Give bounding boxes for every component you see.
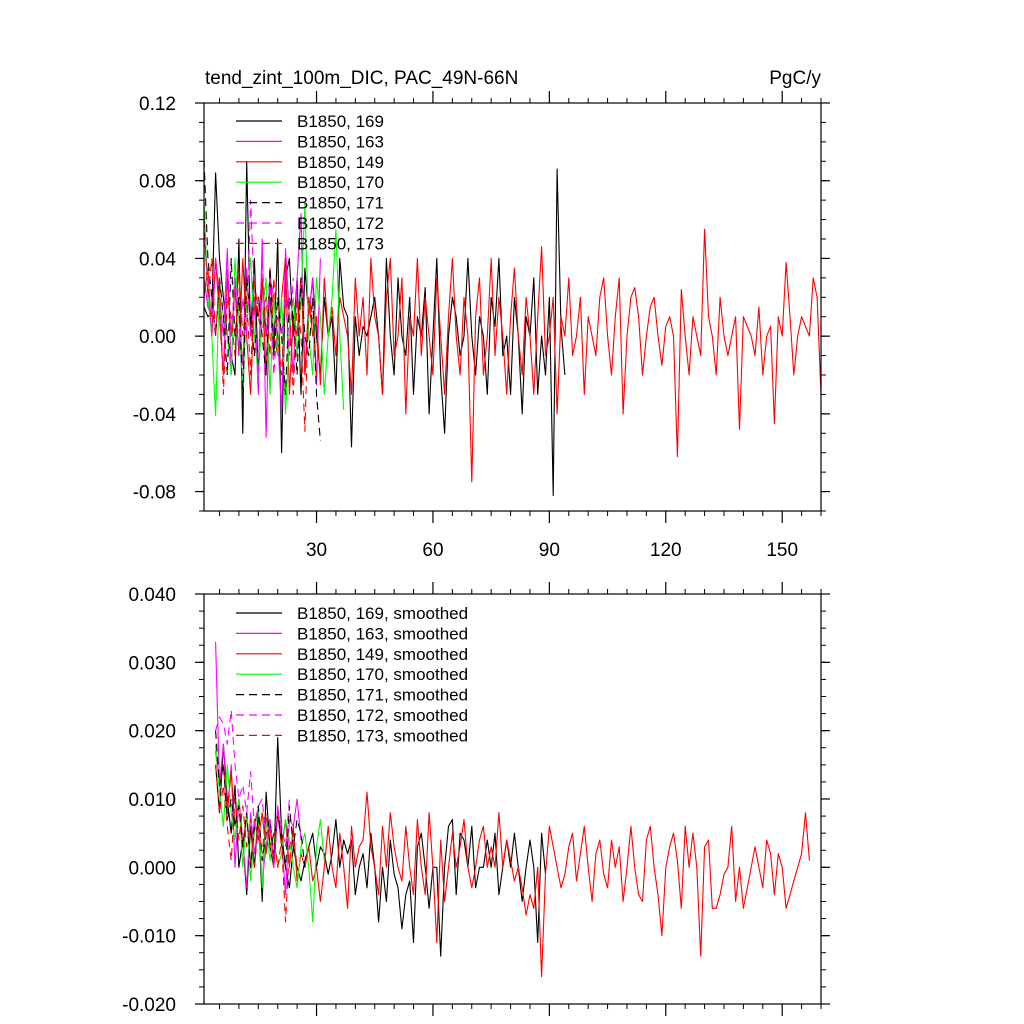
legend-label: B1850, 171 [297, 194, 384, 213]
legend-label: B1850, 173, smoothed [297, 726, 468, 745]
legend-label: B1850, 170, smoothed [297, 665, 468, 684]
x-tick-label: 150 [766, 540, 798, 561]
y-tick-label: 0.030 [128, 653, 176, 674]
y-tick-label: 0.04 [139, 249, 176, 270]
x-tick-label: 120 [650, 540, 682, 561]
series-line-b1850-163 [204, 213, 321, 438]
y-tick-label: -0.010 [122, 927, 176, 948]
units-label: PgC/y [769, 68, 821, 89]
legend-label: B1850, 169, smoothed [297, 604, 468, 623]
chart-title: tend_zint_100m_DIC, PAC_49N-66N [205, 68, 518, 89]
series-line-b1850-170 [204, 200, 345, 417]
legend-label: B1850, 149 [297, 153, 384, 172]
series-line-b1850-172 [204, 199, 294, 376]
y-tick-label: 0.08 [139, 172, 176, 193]
series-line-b1850-170-smoothed [215, 744, 325, 923]
y-tick-label: 0.12 [139, 94, 176, 115]
legend-label: B1850, 163 [297, 132, 384, 151]
legend-label: B1850, 149, smoothed [297, 645, 468, 664]
series-line-b1850-171-smoothed [215, 730, 306, 868]
legend-label: B1850, 169 [297, 112, 384, 131]
plot-frame [203, 102, 822, 512]
x-tick-label: 30 [306, 540, 327, 561]
y-tick-label: 0.040 [128, 585, 176, 606]
y-tick-label: 0.000 [128, 858, 176, 879]
y-tick-label: 0.00 [139, 327, 176, 348]
x-tick-label: 60 [422, 540, 443, 561]
legend-label: B1850, 171, smoothed [297, 686, 468, 705]
series-line-b1850-149 [204, 228, 821, 483]
legend-label: B1850, 173 [297, 234, 384, 253]
series-line-b1850-169 [204, 160, 566, 497]
x-tick-label: 90 [539, 540, 560, 561]
legend-label: B1850, 163, smoothed [297, 624, 468, 643]
legend-label: B1850, 172 [297, 214, 384, 233]
y-tick-label: -0.020 [122, 995, 176, 1016]
y-tick-label: 0.010 [128, 790, 176, 811]
series-line-b1850-173 [204, 219, 318, 432]
y-tick-label: -0.04 [133, 405, 177, 426]
bottom-chart-panel: 0.040 0.030 0.020 0.010 0.000 -0.010 -0.020 B1… [122, 582, 830, 1016]
series-line-b1850-173-smoothed [215, 764, 298, 923]
series-line-b1850-172-smoothed [215, 709, 290, 868]
legend-label: B1850, 170 [297, 173, 384, 192]
y-tick-label: 0.020 [128, 722, 176, 743]
series-line-b1850-169-smoothed [215, 736, 547, 957]
top-chart-panel: tend_zint_100m_DIC, PAC_49N-66N PgC/y 0.… [133, 68, 830, 561]
y-tick-label: -0.08 [133, 483, 176, 504]
legend-label: B1850, 172, smoothed [297, 706, 468, 725]
